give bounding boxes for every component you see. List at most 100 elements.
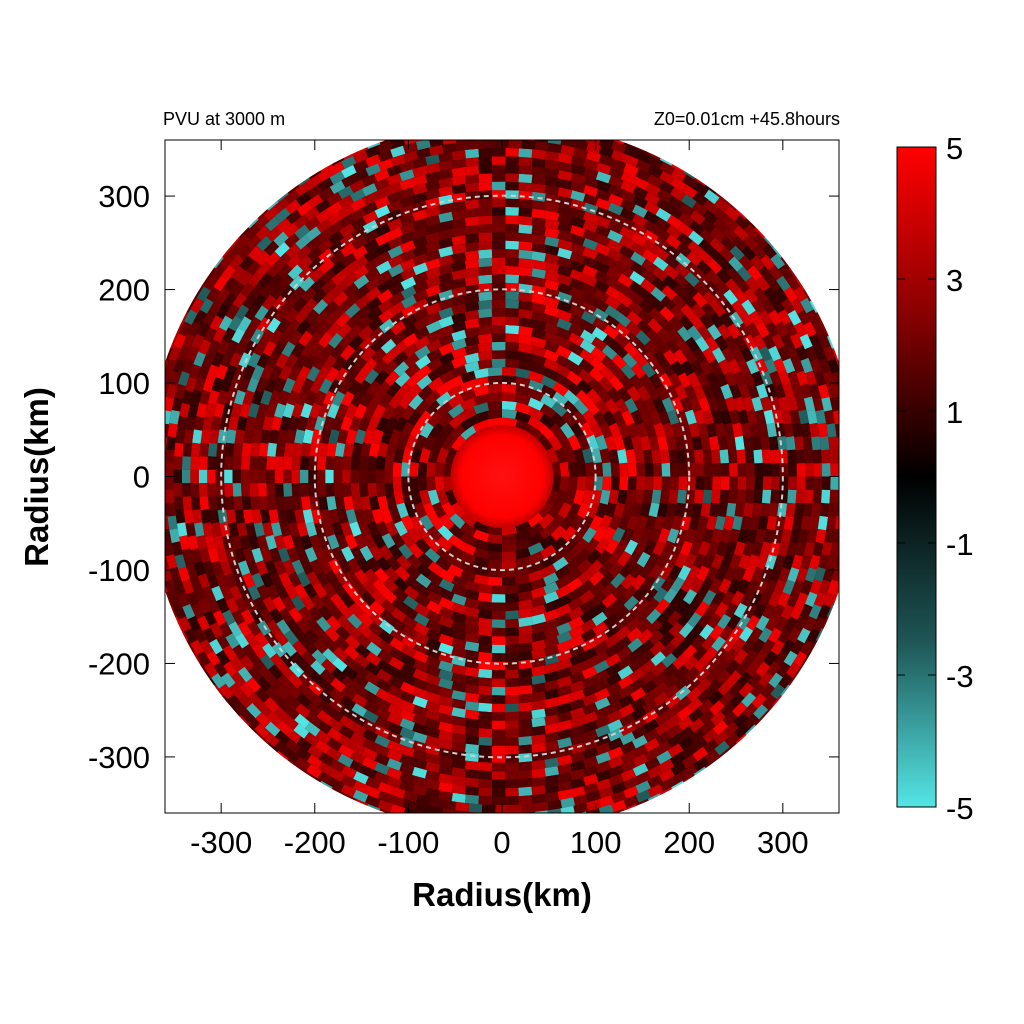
pv-cell [251,572,265,589]
pv-cell [481,804,496,813]
pv-cell [438,360,455,375]
pv-cell [266,469,275,484]
pv-cell [656,198,672,213]
pv-cell [362,403,377,420]
pv-cell [838,463,839,477]
pv-cell [544,193,560,205]
pv-cell [543,600,560,613]
pv-cell [681,184,698,199]
pv-cell [425,682,441,695]
pv-cell [596,387,612,404]
pv-cell [414,593,431,608]
pv-cell [641,575,656,591]
pv-cell [237,560,251,576]
pv-cell [464,701,480,712]
pv-cell [531,336,547,349]
pv-cell [685,600,700,617]
pv-cell [166,436,176,451]
pv-cell [265,584,280,601]
pv-cell [247,352,261,368]
pv-cell [505,274,520,284]
pv-cell [222,609,236,626]
pv-cell [619,207,636,222]
pv-cell [558,434,573,451]
pv-cell [491,215,506,224]
pv-cell [838,396,839,412]
pv-cell [531,613,547,625]
pv-cell [435,546,452,562]
pv-cell [328,240,345,256]
pv-cell [632,763,649,777]
pv-cell [659,170,675,185]
pv-cell [311,288,327,304]
pv-cell [349,188,366,203]
pv-cell [190,639,204,656]
pv-cell [626,551,642,568]
pv-cell [819,436,830,451]
pv-cell [690,302,706,319]
pv-cell [361,173,378,187]
pv-cell [165,463,174,477]
pv-cell [814,371,826,387]
pv-cell [438,254,454,267]
pv-cell [714,335,729,352]
pv-cell [527,425,544,441]
pv-cell [304,206,320,221]
pv-cell [531,268,546,279]
pv-cell [733,566,747,582]
pv-cell [527,532,545,547]
pv-cell [333,483,344,498]
pv-cell [464,769,479,779]
pv-cell [761,489,772,504]
pv-cell [732,422,743,438]
pv-cell [451,252,467,263]
pv-cell [608,375,624,392]
pv-cell [375,251,392,265]
pv-cell [518,275,533,285]
pv-cell [425,673,441,687]
pv-cell [773,383,786,399]
pv-cell [787,567,800,583]
pv-cell [449,513,466,530]
pv-cell [793,321,808,338]
pv-cell [238,352,252,368]
pv-cell [372,533,386,550]
pv-cell [165,579,177,595]
pv-cell [760,436,771,451]
pv-cell [681,754,698,769]
pv-cell [630,241,647,256]
pv-cell [337,185,354,200]
pv-cell [561,128,576,139]
pv-cell [240,609,255,625]
pv-cell [561,815,576,826]
pv-cell [787,627,802,644]
pv-cell [595,197,611,211]
pv-cell [317,177,334,192]
pv-cell [361,766,378,780]
pv-cell [185,416,196,431]
pv-cell [734,214,750,230]
pv-cell [211,351,224,368]
pv-cell [528,560,544,574]
pv-cell [603,324,620,340]
pv-cell [478,762,493,772]
pv-cell [724,541,737,557]
pv-cell [179,535,190,551]
pv-cell [677,489,687,504]
pv-cell [654,227,671,242]
pv-cell [487,559,502,570]
pv-cell [547,140,562,145]
pv-cell [182,496,192,511]
pv-cell [631,706,647,721]
pv-cell [425,700,441,713]
pv-cell [425,619,442,633]
pv-cell [661,397,675,413]
pv-cell [602,334,619,350]
pv-cell [451,226,466,238]
pv-cell [241,496,252,511]
pv-cell [442,142,457,154]
pv-cell [377,158,393,172]
pv-cell [570,751,586,763]
pv-cell [377,289,393,304]
pv-cell [768,309,782,326]
